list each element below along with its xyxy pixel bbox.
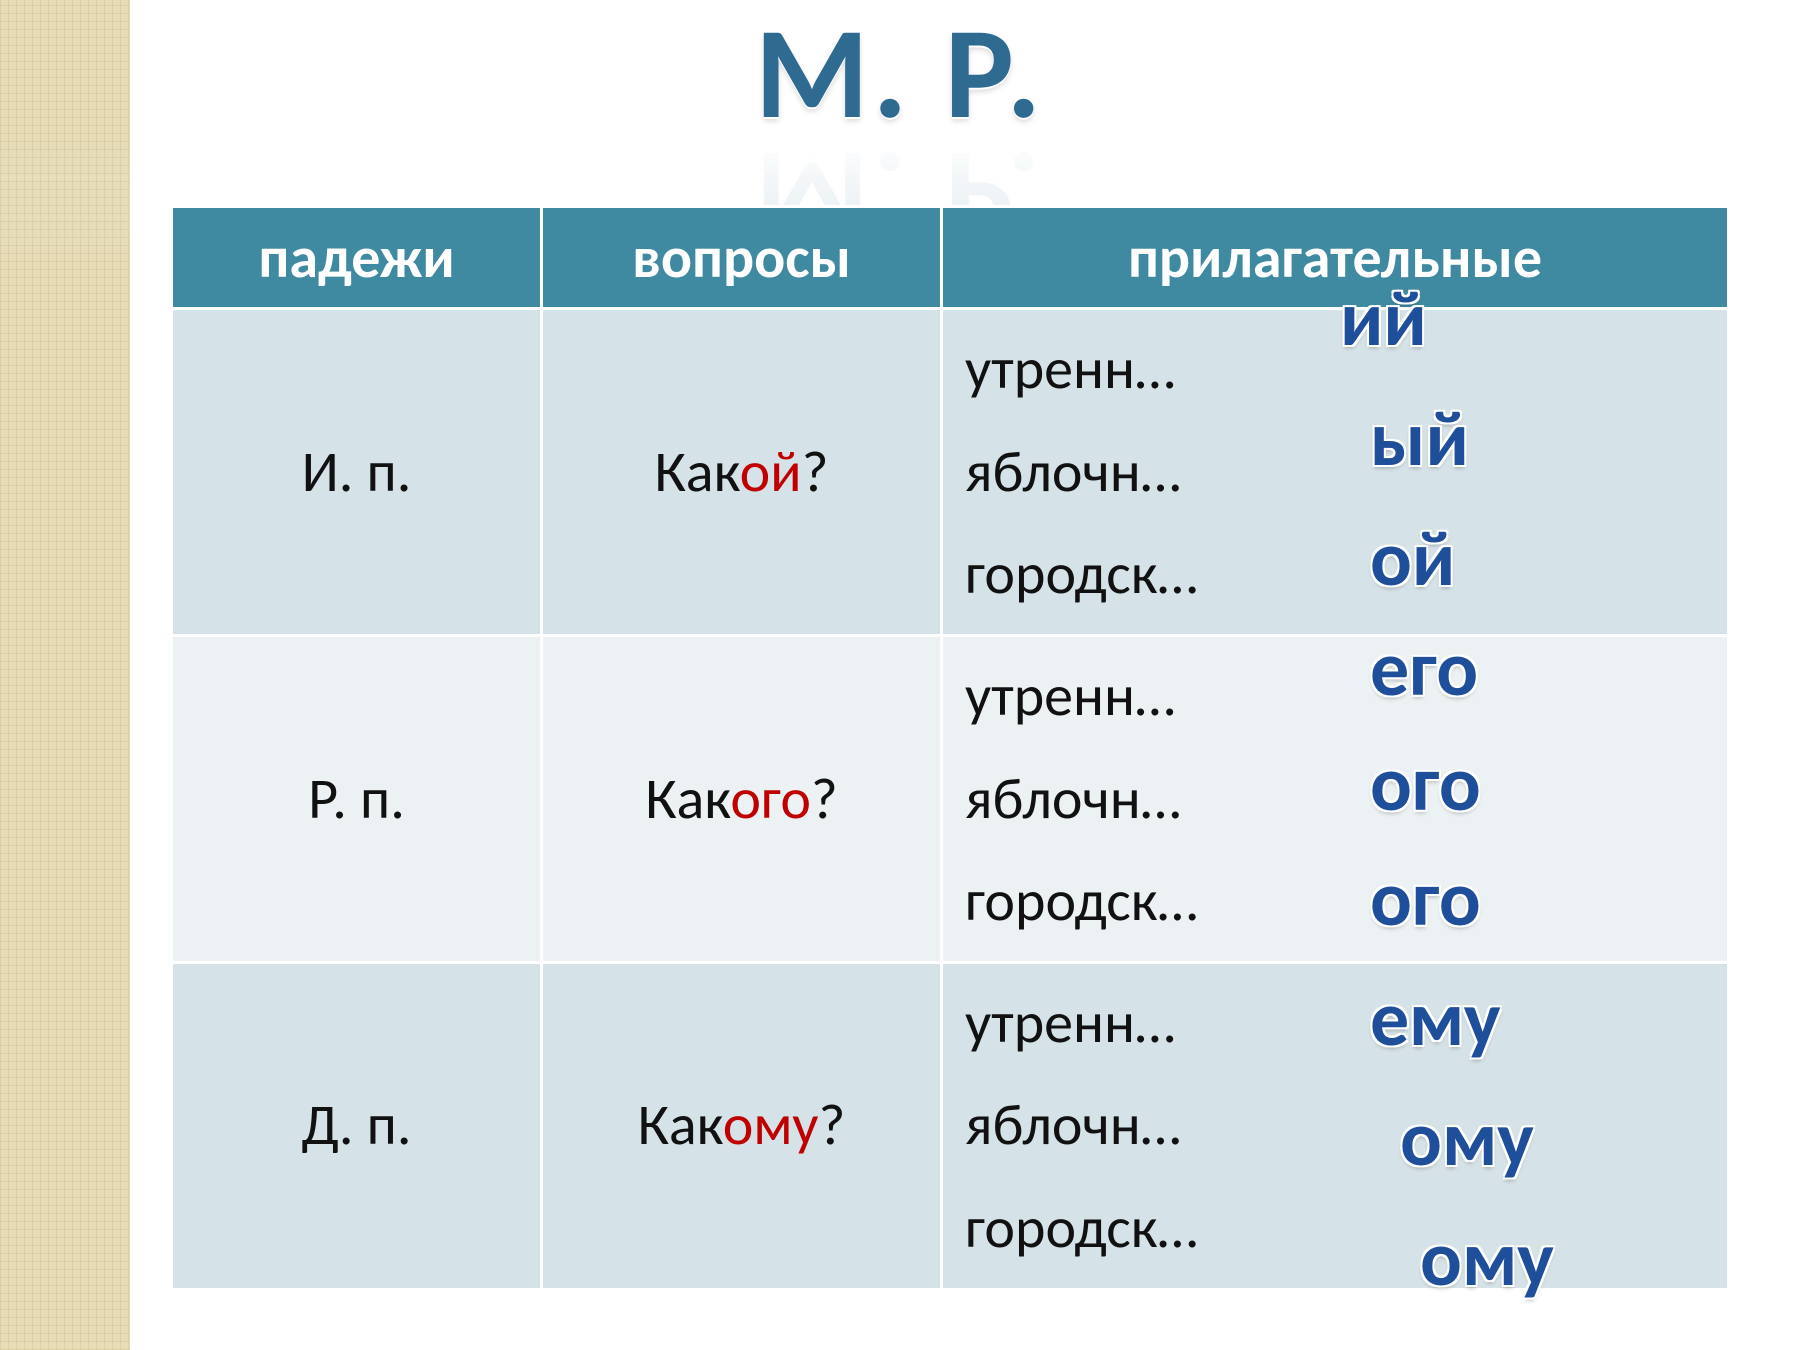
question-ending: ой [740, 436, 802, 507]
question-ending: ому [723, 1089, 819, 1160]
adj-stem: утренн… [965, 972, 1705, 1075]
adj-stem: городск… [965, 1177, 1705, 1280]
table-row: Д. п. Какому? утренн… яблочн… городск… [172, 962, 1729, 1289]
adjectives-cell: утренн… яблочн… городск… [942, 309, 1729, 636]
case-cell: Д. п. [172, 962, 542, 1289]
adj-stem: яблочн… [965, 421, 1705, 524]
question-cell: Какому? [542, 962, 942, 1289]
adj-stem: яблочн… [965, 748, 1705, 851]
question-base: Как [655, 436, 740, 507]
adj-stem: утренн… [965, 318, 1705, 421]
question-base: Как [645, 763, 730, 834]
declension-table: падежи вопросы прилагательные И. п. Како… [170, 205, 1730, 1291]
header-adjectives: прилагательные [942, 207, 1729, 309]
question-mark: ? [802, 436, 829, 507]
header-row: падежи вопросы прилагательные [172, 207, 1729, 309]
table-row: И. п. Какой? утренн… яблочн… городск… [172, 309, 1729, 636]
adjectives-cell: утренн… яблочн… городск… [942, 962, 1729, 1289]
question-mark: ? [811, 763, 838, 834]
header-questions: вопросы [542, 207, 942, 309]
adj-stem: утренн… [965, 645, 1705, 748]
question-mark: ? [818, 1089, 845, 1160]
adj-stem: городск… [965, 523, 1705, 626]
declension-table-wrap: падежи вопросы прилагательные И. п. Како… [170, 205, 1730, 1291]
case-cell: И. п. [172, 309, 542, 636]
question-base: Как [638, 1089, 723, 1160]
question-cell: Какой? [542, 309, 942, 636]
case-cell: Р. п. [172, 635, 542, 962]
question-ending: ого [730, 763, 811, 834]
adjectives-cell: утренн… яблочн… городск… [942, 635, 1729, 962]
table-row: Р. п. Какого? утренн… яблочн… городск… [172, 635, 1729, 962]
page-title: М. Р. [755, 0, 1045, 152]
question-cell: Какого? [542, 635, 942, 962]
adj-stem: яблочн… [965, 1074, 1705, 1177]
adj-stem: городск… [965, 850, 1705, 953]
header-cases: падежи [172, 207, 542, 309]
